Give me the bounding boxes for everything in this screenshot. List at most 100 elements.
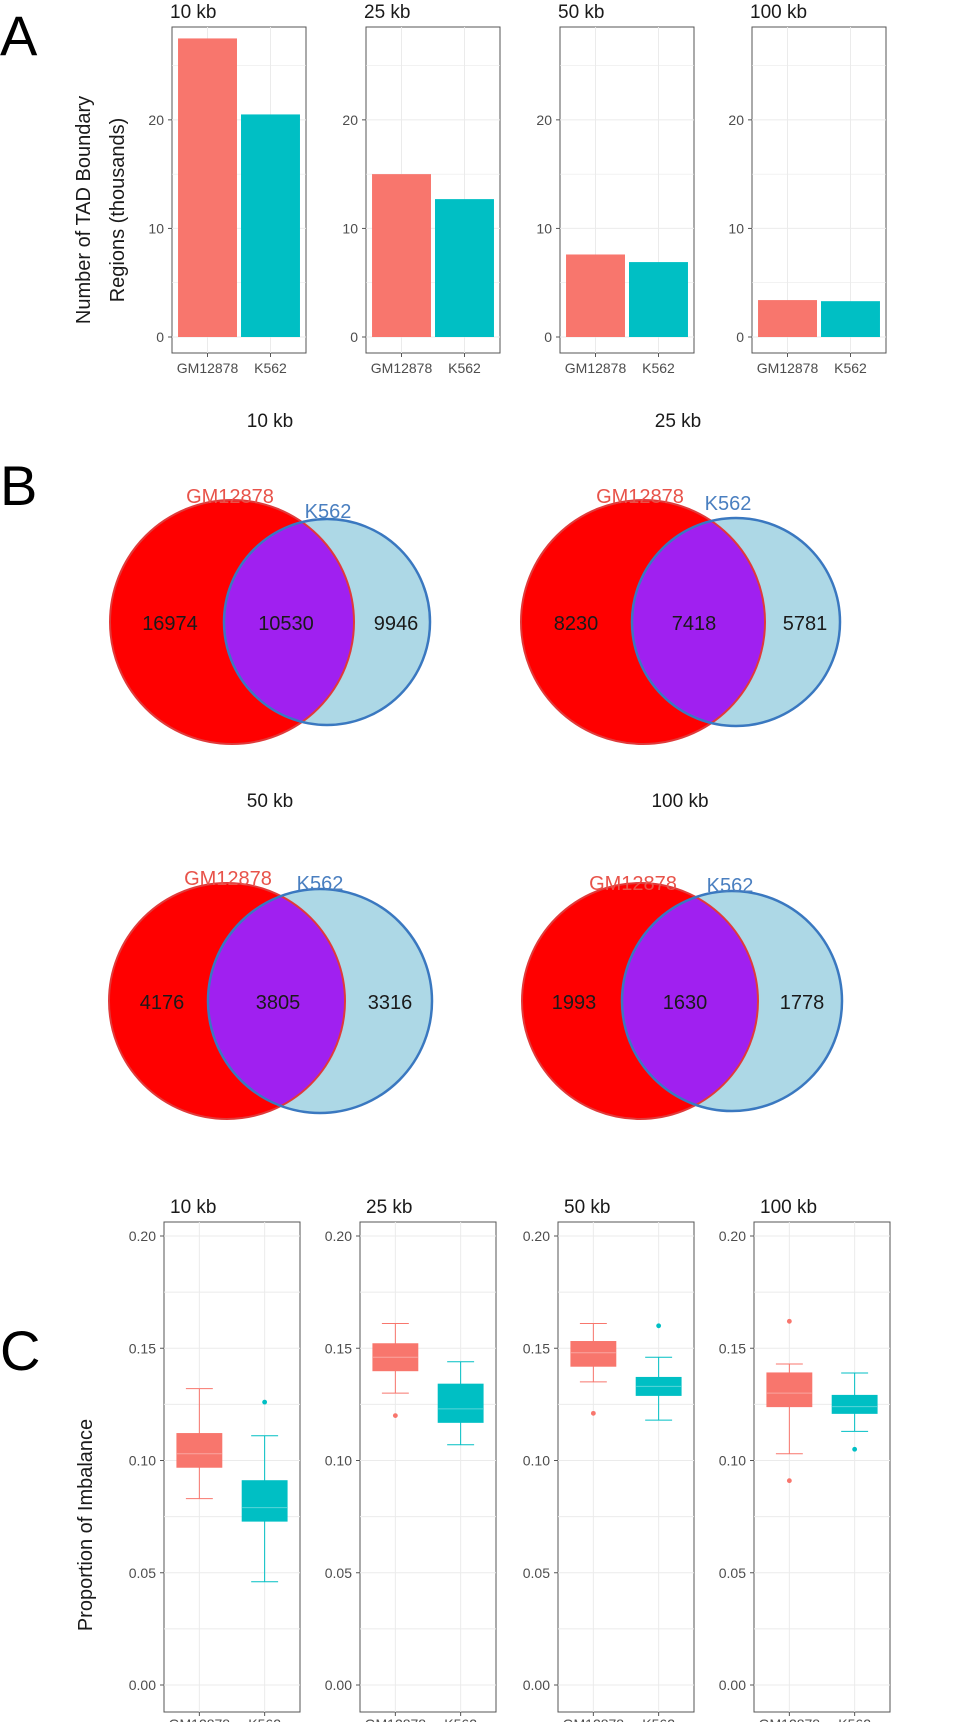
venn-gm-outline — [520, 499, 766, 745]
bar-gm12878 — [178, 38, 237, 338]
box-facet-title: 10 kb — [170, 1197, 216, 1218]
venn-overlap-region — [224, 519, 354, 725]
bar-gm12878 — [372, 174, 431, 337]
venn-facet-3: 100 kb GM12878 K562 1993 1630 1778 — [521, 791, 844, 1120]
venn-gm-label: GM12878 — [596, 486, 684, 508]
venn-only-k562-count: 1778 — [780, 992, 825, 1014]
box-outlier — [852, 1446, 858, 1452]
venn-title: 50 kb — [247, 791, 293, 812]
panel-a-ylabel-line2: Regions (thousands) — [107, 118, 129, 303]
bar-k562 — [629, 262, 688, 337]
box-ytick-label: 0.00 — [523, 1677, 550, 1693]
box-ytick-label: 0.10 — [719, 1453, 746, 1469]
box-facet-title: 100 kb — [760, 1197, 817, 1218]
bar-gm12878 — [566, 254, 625, 337]
venn-only-gm-count: 16974 — [142, 613, 198, 635]
bar-xtick-label: K562 — [254, 360, 287, 376]
venn-k562-outline — [222, 517, 432, 727]
box-xtick-label: GM12878 — [759, 1716, 821, 1722]
venn-gm-label: GM12878 — [589, 873, 677, 895]
bar-facet-title: 10 kb — [170, 2, 216, 23]
box-iqr-k562 — [241, 1480, 288, 1522]
panel-letter-b: B — [0, 454, 37, 517]
bar-xtick-label: K562 — [642, 360, 675, 376]
bar-ytick-label: 20 — [536, 112, 552, 128]
box-plot-frame — [359, 1221, 497, 1713]
bar-ytick-label: 20 — [728, 112, 744, 128]
bar-ytick-label: 0 — [350, 329, 358, 345]
bar-k562 — [241, 114, 300, 337]
venn-gm-outline — [521, 882, 759, 1120]
panel-c: C Proportion of Imbalance 10 kb 0.00 0.05 0… — [0, 1197, 891, 1722]
venn-overlap-count: 3805 — [256, 992, 301, 1014]
box-ytick-label: 0.10 — [129, 1453, 156, 1469]
venn-title: 10 kb — [247, 411, 293, 432]
bar-facet-2: 50 kb 0 10 20 GM12878 K562 — [536, 2, 695, 376]
box-xtick-label: GM12878 — [365, 1716, 427, 1722]
venn-gm-outline — [109, 499, 355, 745]
venn-only-gm-count: 4176 — [140, 992, 185, 1014]
box-ytick-label: 0.00 — [129, 1677, 156, 1693]
venn-overlap-region — [632, 518, 765, 726]
venn-k562-outline — [620, 889, 844, 1113]
bar-ytick-label: 0 — [156, 329, 164, 345]
box-facet-3: 100 kb 0.00 0.05 0.10 0.15 0.20 GM12878 K562 — [719, 1197, 891, 1722]
venn-gm-outline — [108, 882, 346, 1120]
bar-ytick-label: 10 — [148, 220, 164, 236]
venn-only-k562-count: 5781 — [783, 613, 828, 635]
box-ytick-label: 0.05 — [523, 1565, 550, 1581]
box-iqr-k562 — [635, 1376, 682, 1396]
box-facet-title: 50 kb — [564, 1197, 610, 1218]
bar-xtick-label: GM12878 — [371, 360, 433, 376]
venn-facet-0: 10 kb GM12878 K562 16974 10530 9946 — [109, 411, 432, 745]
bar-xtick-label: K562 — [834, 360, 867, 376]
box-ytick-label: 0.15 — [523, 1340, 550, 1356]
box-outlier — [392, 1413, 398, 1418]
box-plot-frame — [557, 1221, 695, 1713]
box-ytick-label: 0.15 — [719, 1340, 746, 1356]
box-facet-1: 25 kb 0.00 0.05 0.10 0.15 0.20 GM12878 K562 — [325, 1197, 497, 1722]
venn-gm-label: GM12878 — [186, 486, 274, 508]
panel-a: A Number of TAD Boundary Regions (thousa… — [0, 2, 887, 376]
box-xtick-label: K562 — [838, 1716, 871, 1722]
box-xtick-label: GM12878 — [169, 1716, 231, 1722]
bar-ytick-label: 10 — [536, 220, 552, 236]
venn-only-gm-count: 1993 — [552, 992, 597, 1014]
venn-overlap-region — [622, 891, 758, 1111]
box-outlier — [786, 1478, 792, 1484]
panel-b: B 10 kb GM12878 K562 16974 10530 9946 25 kb GM1… — [0, 411, 844, 1120]
bar-k562 — [821, 301, 880, 337]
box-plot-frame — [753, 1221, 891, 1713]
box-iqr-gm12878 — [372, 1343, 419, 1372]
venn-title: 25 kb — [655, 411, 701, 432]
box-iqr-k562 — [831, 1394, 878, 1414]
bar-xtick-label: K562 — [448, 360, 481, 376]
bar-xtick-label: GM12878 — [757, 360, 819, 376]
venn-k562-label: K562 — [297, 873, 344, 895]
box-ytick-label: 0.15 — [129, 1340, 156, 1356]
box-iqr-gm12878 — [176, 1433, 223, 1468]
panel-a-ylabel: Number of TAD Boundary Regions (thousand… — [73, 96, 129, 324]
box-ytick-label: 0.05 — [719, 1565, 746, 1581]
panel-letter-a: A — [0, 4, 38, 67]
venn-gm-label: GM12878 — [184, 868, 272, 890]
bar-facet-3: 100 kb 0 10 20 GM12878 K562 — [728, 2, 887, 376]
venn-facet-1: 25 kb GM12878 K562 8230 7418 5781 — [520, 411, 842, 745]
box-outlier — [656, 1323, 662, 1329]
box-facet-title: 25 kb — [366, 1197, 412, 1218]
venn-overlap-count: 10530 — [258, 613, 314, 635]
venn-only-gm-count: 8230 — [554, 613, 599, 635]
venn-only-k562-count: 9946 — [374, 613, 419, 635]
bar-ytick-label: 20 — [148, 112, 164, 128]
bar-ytick-label: 20 — [342, 112, 358, 128]
panel-c-ylabel-group: Proportion of Imbalance — [75, 1419, 97, 1631]
bar-xtick-label: GM12878 — [565, 360, 627, 376]
box-outlier — [590, 1410, 596, 1416]
box-facet-0: 10 kb 0.00 0.05 0.10 0.15 0.20 GM12878 K562 — [129, 1197, 301, 1722]
box-outlier — [262, 1399, 268, 1405]
box-outlier — [786, 1318, 792, 1324]
box-xtick-label: K562 — [248, 1716, 281, 1722]
venn-facet-2: 50 kb GM12878 K562 4176 3805 3316 — [108, 791, 434, 1120]
venn-k562-label: K562 — [305, 501, 352, 523]
